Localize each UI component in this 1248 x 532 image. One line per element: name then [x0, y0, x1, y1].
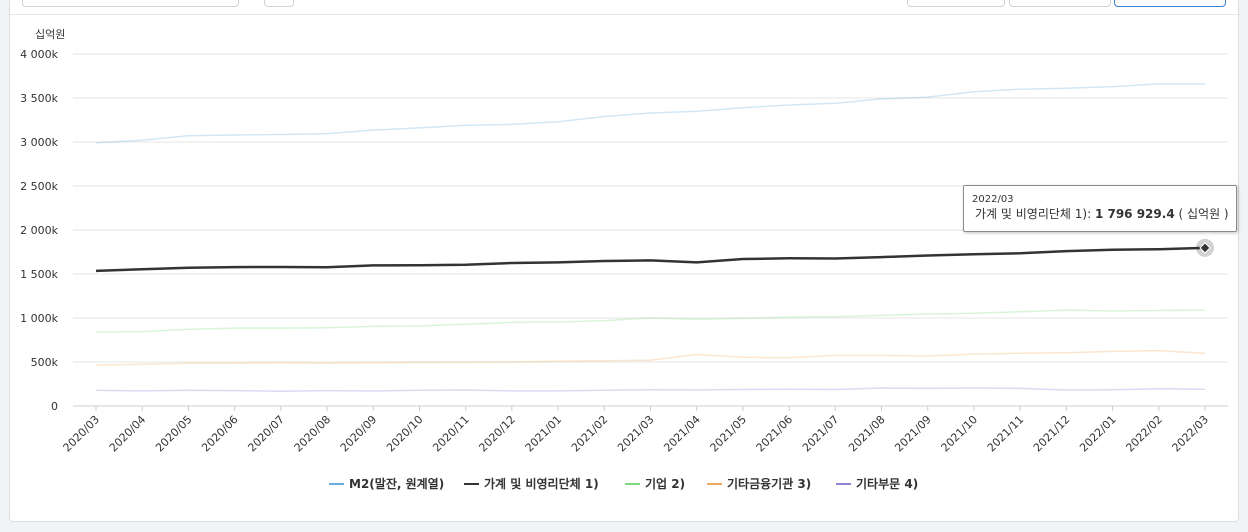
legend-item[interactable]: 기타부문 4)	[856, 476, 918, 491]
x-tick-label: 2021/03	[615, 413, 657, 455]
y-tick-label: 3 000k	[20, 136, 58, 149]
x-tick-label: 2020/08	[292, 413, 334, 455]
x-tick-label: 2021/07	[800, 413, 842, 455]
legend-item[interactable]: 기업 2)	[645, 476, 685, 491]
x-tick-label: 2021/01	[523, 413, 565, 455]
series-line[interactable]	[95, 387, 1206, 392]
x-tick-label: 2020/12	[476, 413, 518, 455]
toolbar-button-3[interactable]	[1114, 0, 1226, 7]
series-line[interactable]	[95, 246, 1206, 273]
x-tick-label: 2021/02	[569, 413, 611, 455]
x-tick-label: 2020/10	[384, 413, 426, 455]
y-tick-label: 3 500k	[20, 92, 58, 105]
series-line[interactable]	[95, 309, 1206, 333]
x-tick-label: 2020/11	[430, 413, 472, 455]
y-tick-labels: 0 500k 1 000k 1 500k 2 000k 2 500k 3 000k 3 500…	[20, 48, 58, 413]
hover-point[interactable]	[1199, 242, 1211, 254]
toolbar	[10, 0, 1240, 15]
x-tick-label: 2020/05	[153, 413, 195, 455]
tooltip-unit: ( 십억원 )	[1178, 207, 1229, 221]
y-tick-label: 1 500k	[20, 268, 58, 281]
legend: M2(말잔, 원계열) 가계 및 비영리단체 1) 기업 2) 기타금융기관 3) 기타…	[329, 476, 918, 491]
y-tick-label: 2 500k	[20, 180, 58, 193]
period-select[interactable]	[22, 0, 239, 7]
x-tick-label: 2022/02	[1123, 413, 1165, 455]
x-tick-label: 2021/12	[1031, 413, 1073, 455]
x-tick-label: 2020/09	[338, 413, 380, 455]
x-tick-label: 2020/04	[107, 413, 149, 455]
x-tick-label: 2021/05	[708, 413, 750, 455]
data-tooltip: 2022/03 가계 및 비영리단체 1): 1 796 929.4 ( 십억원…	[963, 185, 1237, 232]
tooltip-line: 가계 및 비영리단체 1): 1 796 929.4 ( 십억원 )	[975, 207, 1229, 221]
tooltip-value: 1 796 929.4	[1094, 207, 1175, 221]
hover-marker	[1196, 238, 1214, 257]
legend-item[interactable]: 기타금융기관 3)	[727, 476, 811, 491]
x-tick-label: 2022/03	[1170, 413, 1212, 455]
x-tick-label: 2022/01	[1077, 413, 1119, 455]
toolbar-button-2[interactable]	[1009, 0, 1111, 7]
x-tick-label: 2021/11	[985, 413, 1027, 455]
x-tick-label: 2021/06	[754, 413, 796, 455]
grid-lines	[73, 53, 1228, 407]
x-tick-label: 2020/03	[61, 413, 103, 455]
x-tick-label: 2020/07	[245, 413, 287, 455]
series-line[interactable]	[95, 349, 1206, 366]
x-tick-label: 2021/10	[939, 413, 981, 455]
toolbar-button-1[interactable]	[907, 0, 1005, 7]
series-line[interactable]	[95, 83, 1205, 144]
tooltip-series-label: 가계 및 비영리단체 1)	[975, 207, 1088, 221]
legend-item[interactable]: M2(말잔, 원계열)	[349, 476, 444, 491]
legend-item[interactable]: 가계 및 비영리단체 1)	[484, 476, 599, 491]
x-tick-label: 2020/06	[199, 413, 241, 455]
x-tick-label: 2021/09	[892, 413, 934, 455]
y-tick-label: 0	[51, 400, 58, 413]
y-tick-label: 500k	[31, 356, 59, 369]
y-tick-label: 1 000k	[20, 312, 58, 325]
tooltip-date: 2022/03	[972, 194, 1014, 205]
series-lines	[95, 83, 1206, 392]
x-tick-label: 2021/04	[661, 413, 703, 455]
x-tick-label: 2021/08	[846, 413, 888, 455]
toolbar-small-button[interactable]	[264, 0, 294, 7]
y-axis-title: 십억원	[35, 28, 65, 41]
y-tick-label: 4 000k	[20, 48, 58, 61]
y-tick-label: 2 000k	[20, 224, 58, 237]
x-tick-labels: 2020/03 2020/04 2020/05 2020/06 2020/07 2020/…	[61, 406, 1212, 455]
